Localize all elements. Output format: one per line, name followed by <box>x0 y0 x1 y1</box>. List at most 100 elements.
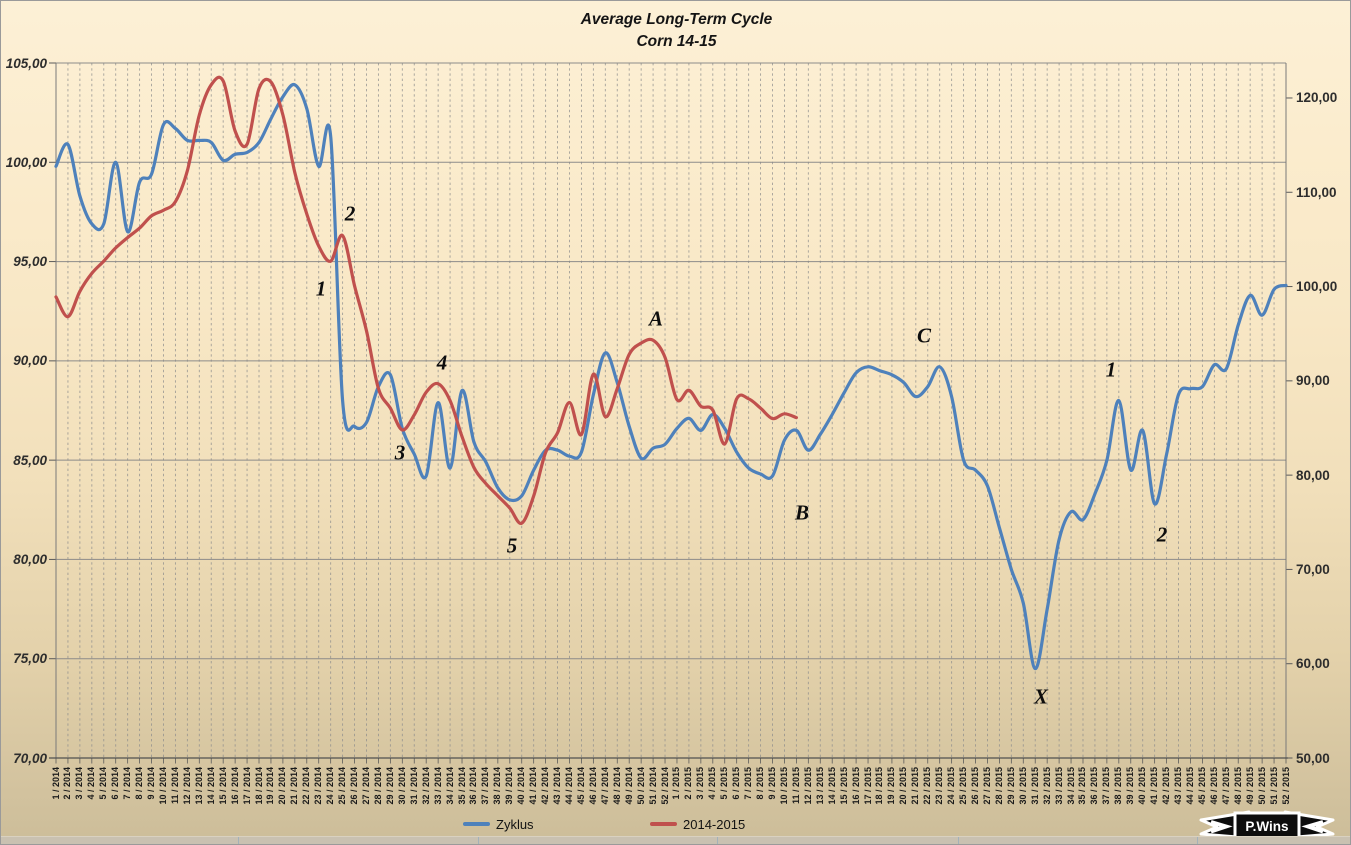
x-axis-tick-label: 24 / 2015 <box>946 767 957 805</box>
x-axis-tick-label: 17 / 2015 <box>862 767 873 805</box>
x-axis-tick-label: 5 / 2015 <box>719 767 730 800</box>
series-line-2014-2015 <box>54 75 798 525</box>
x-axis-tick-label: 52 / 2014 <box>659 767 670 805</box>
x-axis-tick-label: 20 / 2015 <box>898 767 909 805</box>
x-axis-tick-label: 1 / 2014 <box>50 767 61 800</box>
x-axis-tick-label: 4 / 2014 <box>86 767 97 800</box>
legend-swatch-zyklus <box>463 822 490 826</box>
y-axis-right-tick-label: 60,00 <box>1296 656 1330 672</box>
x-axis-tick-label: 39 / 2014 <box>504 767 515 805</box>
x-axis-tick-label: 33 / 2015 <box>1053 767 1064 805</box>
x-axis-tick-label: 19 / 2015 <box>886 767 897 805</box>
x-axis-tick-label: 38 / 2015 <box>1113 767 1124 805</box>
x-axis-tick-label: 13 / 2014 <box>193 767 204 805</box>
y-axis-left-tick-label: 100,00 <box>5 154 47 170</box>
x-axis-tick-label: 35 / 2015 <box>1077 767 1088 805</box>
chart-annotation: 3 <box>394 440 406 465</box>
y-axis-right-tick-label: 70,00 <box>1296 561 1330 577</box>
x-axis-tick-label: 3 / 2014 <box>74 767 85 800</box>
x-axis-tick-label: 14 / 2014 <box>205 767 216 805</box>
x-axis-tick-label: 43 / 2015 <box>1173 767 1184 805</box>
x-axis-tick-label: 10 / 2014 <box>157 767 168 805</box>
x-axis-tick-label: 34 / 2015 <box>1065 767 1076 805</box>
x-axis-tick-label: 25 / 2015 <box>958 767 969 805</box>
spreadsheet-row-strip <box>1 836 1350 844</box>
x-axis-tick-label: 12 / 2014 <box>181 767 192 805</box>
legend-item-2014-2015: 2014-2015 <box>650 816 745 832</box>
x-axis-tick-label: 43 / 2014 <box>552 767 563 805</box>
x-axis-tick-label: 49 / 2014 <box>623 767 634 805</box>
x-axis-tick-label: 33 / 2014 <box>432 767 443 805</box>
y-axis-left-tick-label: 90,00 <box>13 353 47 369</box>
x-axis-tick-label: 19 / 2014 <box>265 767 276 805</box>
y-axis-right-tick-label: 100,00 <box>1296 279 1338 295</box>
x-axis-tick-label: 41 / 2014 <box>528 767 539 805</box>
x-axis-tick-label: 41 / 2015 <box>1149 767 1160 805</box>
legend-swatch-2014-2015 <box>650 822 677 826</box>
x-axis-tick-label: 11 / 2014 <box>169 767 180 805</box>
x-axis-tick-label: 7 / 2014 <box>122 767 133 800</box>
x-axis-tick-label: 13 / 2015 <box>814 767 825 805</box>
logo-banner <box>1233 811 1301 841</box>
chart-annotation: C <box>916 323 932 348</box>
chart-annotation: 4 <box>436 350 448 375</box>
x-axis-tick-label: 45 / 2014 <box>575 767 586 805</box>
y-axis-right-tick-label: 90,00 <box>1296 373 1330 389</box>
x-axis-tick-label: 42 / 2014 <box>540 767 551 805</box>
x-axis-tick-label: 32 / 2014 <box>420 767 431 805</box>
x-axis-tick-label: 34 / 2014 <box>444 767 455 805</box>
y-axis-left-tick-label: 105,00 <box>5 55 47 71</box>
x-axis-tick-label: 29 / 2015 <box>1005 767 1016 805</box>
x-axis-tick-label: 17 / 2014 <box>241 767 252 805</box>
x-axis-tick-label: 29 / 2014 <box>384 767 395 805</box>
x-axis-tick-label: 30 / 2015 <box>1017 767 1028 805</box>
logo-left-chevron <box>1210 820 1233 834</box>
y-axis-left-tick-label: 85,00 <box>13 452 47 468</box>
chart-subtitle: Corn 14-15 <box>636 33 717 50</box>
x-axis-tick-label: 21 / 2014 <box>289 767 300 805</box>
chart-annotation: 1 <box>1105 357 1117 382</box>
column-separator <box>1197 837 1198 844</box>
chart-title: Average Long-Term Cycle <box>580 11 773 28</box>
x-axis-tick-label: 37 / 2015 <box>1101 767 1112 805</box>
y-axis-right-tick-label: 50,00 <box>1296 750 1330 766</box>
chart-annotation: X <box>1033 684 1049 709</box>
x-axis-tick-label: 23 / 2015 <box>934 767 945 805</box>
x-axis-tick-label: 46 / 2014 <box>587 767 598 805</box>
x-axis-tick-label: 22 / 2015 <box>922 767 933 805</box>
x-axis-tick-label: 39 / 2015 <box>1125 767 1136 805</box>
x-axis-tick-label: 12 / 2015 <box>802 767 813 805</box>
column-separator <box>478 837 479 844</box>
x-axis-tick-label: 36 / 2015 <box>1089 767 1100 805</box>
x-axis-tick-label: 30 / 2014 <box>396 767 407 805</box>
x-axis-tick-label: 14 / 2015 <box>826 767 837 805</box>
x-axis-tick-label: 2 / 2015 <box>683 767 694 800</box>
x-axis-tick-label: 6 / 2015 <box>731 767 742 800</box>
x-axis-tick-label: 9 / 2014 <box>146 767 157 800</box>
y-axis-left-tick-label: 95,00 <box>13 254 47 270</box>
column-separator <box>958 837 959 844</box>
legend-label-zyklus: Zyklus <box>496 816 534 832</box>
x-axis-tick-label: 23 / 2014 <box>313 767 324 805</box>
y-axis-right-tick-label: 80,00 <box>1296 467 1330 483</box>
column-separator <box>238 837 239 844</box>
x-axis-tick-label: 37 / 2014 <box>480 767 491 805</box>
x-axis-tick-label: 3 / 2015 <box>695 767 706 800</box>
x-axis-tick-label: 7 / 2015 <box>743 767 754 800</box>
series-line-zyklus <box>54 82 1288 671</box>
x-axis-tick-label: 10 / 2015 <box>778 767 789 805</box>
x-axis-tick-label: 20 / 2014 <box>277 767 288 805</box>
pwins-ribbon-logo: P.Wins <box>1199 810 1335 841</box>
chart-annotation: A <box>648 306 664 331</box>
chart-annotation: 2 <box>344 201 356 226</box>
x-axis-tick-label: 31 / 2014 <box>408 767 419 805</box>
x-axis-tick-label: 15 / 2015 <box>838 767 849 805</box>
x-axis-tick-label: 40 / 2015 <box>1137 767 1148 805</box>
x-axis-tick-label: 35 / 2014 <box>456 767 467 805</box>
logo-right-chevron <box>1301 820 1324 834</box>
x-axis-tick-label: 36 / 2014 <box>468 767 479 805</box>
y-axis-left-tick-label: 75,00 <box>13 651 47 667</box>
x-axis-tick-label: 26 / 2015 <box>970 767 980 805</box>
x-axis-tick-label: 15 / 2014 <box>217 767 228 805</box>
